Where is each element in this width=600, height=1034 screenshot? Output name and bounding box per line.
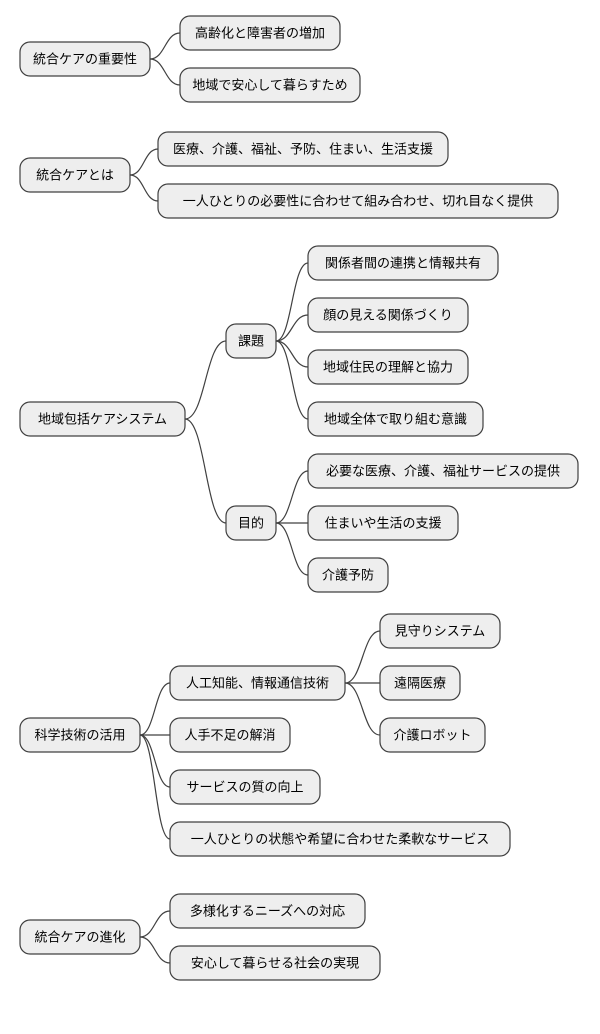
node-label: 高齢化と障害者の増加 (195, 25, 325, 40)
node-label: 顔の見える関係づくり (323, 307, 453, 322)
node: 統合ケアの進化 (20, 920, 140, 954)
node-label: 統合ケアとは (36, 167, 114, 182)
node-label: 一人ひとりの状態や希望に合わせた柔軟なサービス (191, 831, 490, 846)
nodes-group: 統合ケアの重要性 高齢化と障害者の増加地域で安心して暮らすため統合ケアとは 医療、介… (20, 16, 578, 980)
node: 多様化するニーズへの対応 (170, 894, 365, 928)
node: 地域で安心して暮らすため (180, 68, 360, 102)
node: 地域全体で取り組む意識 (308, 402, 483, 436)
node: 目的 (226, 506, 276, 540)
edge (130, 149, 158, 175)
node-label: 地域全体で取り組む意識 (324, 411, 467, 426)
node: 介護予防 (308, 558, 388, 592)
node: 見守りシステム (380, 614, 500, 648)
node-label: 安心して暮らせる社会の実現 (191, 955, 359, 970)
node: 科学技術の活用 (20, 718, 140, 752)
edge (185, 419, 226, 523)
node: 医療、介護、福祉、予防、住まい、生活支援 (158, 132, 448, 166)
node-label: 介護ロボット (393, 727, 471, 742)
edge (345, 631, 380, 683)
node: 介護ロボット (380, 718, 485, 752)
edge (140, 735, 170, 839)
node: 人工知能、情報通信技術 (170, 666, 345, 700)
node-label: 科学技術の活用 (34, 727, 125, 742)
edge (150, 33, 180, 59)
node-label: 遠隔医療 (394, 675, 446, 690)
node: 人手不足の解消 (170, 718, 290, 752)
node: 地域住民の理解と協力 (308, 350, 468, 384)
edge (140, 683, 170, 735)
edge (140, 937, 170, 963)
node: 一人ひとりの状態や希望に合わせた柔軟なサービス (170, 822, 510, 856)
node: サービスの質の向上 (170, 770, 320, 804)
node-label: 統合ケアの重要性 (33, 51, 137, 66)
node: 地域包括ケアシステム (20, 402, 185, 436)
edge (276, 471, 308, 523)
node-label: 必要な医療、介護、福祉サービスの提供 (326, 463, 560, 478)
edge (276, 523, 308, 575)
node: 高齢化と障害者の増加 (180, 16, 340, 50)
node: 安心して暮らせる社会の実現 (170, 946, 380, 980)
edge (140, 911, 170, 937)
edge (185, 341, 226, 419)
node-label: 住まいや生活の支援 (324, 515, 441, 530)
edge (150, 59, 180, 85)
node-label: 人工知能、情報通信技術 (186, 675, 329, 690)
edge (276, 315, 308, 341)
node: 遠隔医療 (380, 666, 460, 700)
mindmap-svg: 統合ケアの重要性 高齢化と障害者の増加地域で安心して暮らすため統合ケアとは 医療、介… (0, 0, 600, 1034)
node: 住まいや生活の支援 (308, 506, 458, 540)
node-label: 地域住民の理解と協力 (323, 359, 453, 374)
edge (140, 735, 170, 787)
node-label: 介護予防 (322, 567, 374, 582)
edge (276, 341, 308, 419)
node-label: 一人ひとりの必要性に合わせて組み合わせ、切れ目なく提供 (183, 193, 534, 208)
node-label: サービスの質の向上 (186, 779, 303, 794)
node-label: 目的 (238, 515, 264, 530)
node: 課題 (226, 324, 276, 358)
node-label: 地域で安心して暮らすため (192, 77, 347, 92)
edge (276, 341, 308, 367)
node-label: 課題 (238, 333, 264, 348)
node-label: 統合ケアの進化 (34, 929, 125, 944)
node-label: 多様化するニーズへの対応 (190, 903, 345, 918)
node-label: 地域包括ケアシステム (38, 411, 167, 426)
node: 顔の見える関係づくり (308, 298, 468, 332)
node: 関係者間の連携と情報共有 (308, 246, 498, 280)
node-label: 関係者間の連携と情報共有 (325, 255, 481, 270)
node-label: 医療、介護、福祉、予防、住まい、生活支援 (173, 141, 433, 156)
node: 統合ケアとは (20, 158, 130, 192)
node: 一人ひとりの必要性に合わせて組み合わせ、切れ目なく提供 (158, 184, 558, 218)
node-label: 見守りシステム (395, 623, 486, 638)
node: 必要な医療、介護、福祉サービスの提供 (308, 454, 578, 488)
node-label: 人手不足の解消 (184, 727, 275, 742)
edge (276, 263, 308, 341)
edge (130, 175, 158, 201)
edge (345, 683, 380, 735)
node: 統合ケアの重要性 (20, 42, 150, 76)
